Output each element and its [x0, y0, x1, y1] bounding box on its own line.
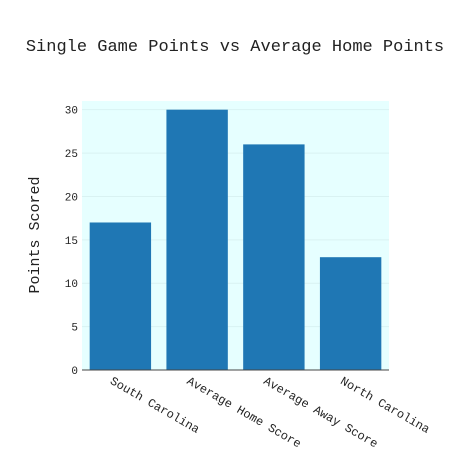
bar — [243, 144, 305, 370]
bars — [89, 109, 382, 370]
y-tick-label: 25 — [65, 149, 78, 161]
y-tick-label: 20 — [65, 192, 78, 204]
y-tick-label: 10 — [65, 279, 78, 291]
y-tick-label: 15 — [65, 236, 78, 248]
y-tick-label: 30 — [65, 106, 78, 118]
bar — [319, 257, 382, 370]
y-tick-label: 0 — [71, 366, 78, 378]
bar — [166, 109, 228, 370]
y-axis-ticks: 0 5 10 15 20 25 30 — [65, 106, 78, 378]
y-axis-label: Points Scored — [27, 176, 44, 293]
bar — [89, 222, 152, 370]
chart-title: Single Game Points vs Average Home Point… — [26, 38, 444, 57]
y-tick-label: 5 — [71, 323, 78, 335]
